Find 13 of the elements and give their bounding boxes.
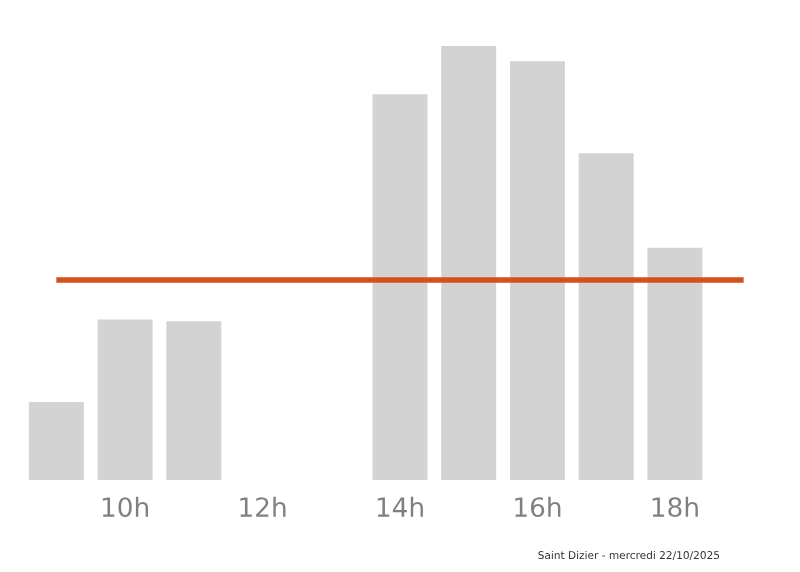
- bar: [647, 247, 703, 480]
- x-tick-label: 12h: [240, 496, 286, 517]
- bar: [166, 321, 222, 480]
- bar: [28, 401, 84, 480]
- bar: [97, 319, 153, 480]
- x-tick-label: 16h: [515, 496, 561, 518]
- x-tick-label: 14h: [377, 496, 423, 517]
- bar: [372, 94, 428, 480]
- bar: [578, 153, 634, 480]
- bar: [441, 46, 497, 480]
- x-tick-label: 10h: [102, 496, 148, 518]
- bar: [509, 61, 565, 480]
- x-tick-label: 18h: [652, 496, 698, 518]
